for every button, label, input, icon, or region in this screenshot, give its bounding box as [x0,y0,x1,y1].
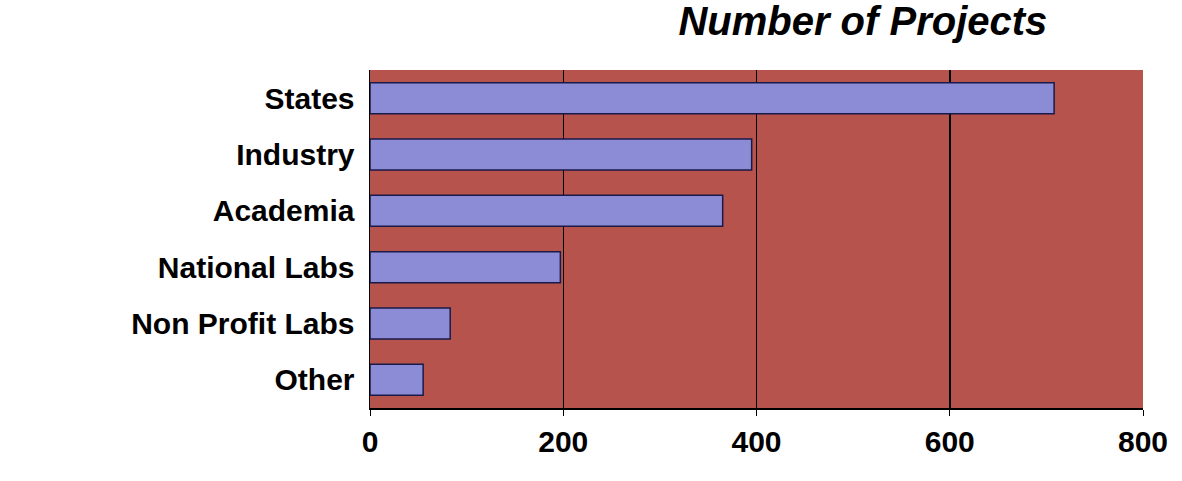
svg-text:800: 800 [1118,425,1168,458]
svg-text:Non Profit Labs: Non Profit Labs [131,307,354,340]
svg-text:States: States [264,82,354,115]
svg-text:National Labs: National Labs [158,251,355,284]
svg-text:Academia: Academia [213,194,355,227]
svg-text:0: 0 [362,425,379,458]
svg-text:400: 400 [731,425,781,458]
svg-text:200: 200 [538,425,588,458]
svg-text:600: 600 [925,425,975,458]
svg-text:Industry: Industry [236,138,355,171]
svg-text:Number of Projects: Number of Projects [678,0,1047,43]
svg-text:Other: Other [274,363,354,396]
